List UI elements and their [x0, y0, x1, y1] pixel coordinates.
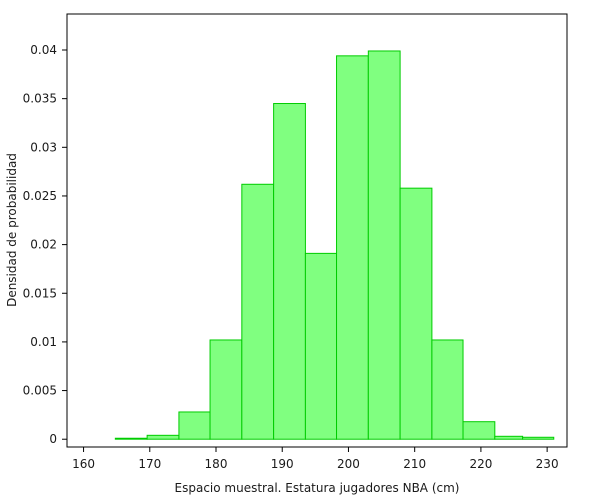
y-axis: 0 0.005 0.01 0.015 0.02 0.025 0.03 0.035 0.04: [23, 43, 67, 446]
histogram-bar-12: [462, 421, 496, 440]
histogram-bar-5: [241, 183, 275, 440]
x-tick-label: 160: [72, 457, 95, 471]
histogram-bar-4: [209, 339, 243, 440]
histogram-bar-2: [146, 434, 180, 440]
x-tick-label: 190: [271, 457, 294, 471]
y-tick-label: 0.04: [30, 43, 57, 57]
y-tick-label: 0.035: [23, 92, 57, 106]
histogram-bar-11: [431, 339, 464, 440]
y-tick-label: 0.015: [23, 286, 57, 300]
histogram-bars: [114, 50, 555, 440]
y-tick-label: 0.02: [30, 238, 57, 252]
y-tick-label: 0: [49, 432, 57, 446]
y-axis-label: Densidad de probabilidad: [5, 153, 19, 307]
histogram-bar-1: [114, 437, 148, 440]
x-tick-label: 230: [536, 457, 559, 471]
y-tick-label: 0.025: [23, 189, 57, 203]
x-tick-label: 170: [138, 457, 161, 471]
x-axis: 160 170 180 190 200 210 220 230: [72, 447, 559, 471]
histogram-bar-10: [399, 187, 433, 440]
y-tick-label: 0.03: [30, 140, 57, 154]
histogram-bar-7: [304, 252, 338, 440]
x-tick-label: 200: [337, 457, 360, 471]
histogram-bar-8: [336, 55, 369, 440]
histogram-bar-13: [494, 435, 524, 440]
histogram-bar-9: [367, 50, 401, 440]
plot-frame: [66, 13, 568, 448]
histogram-bar-14: [522, 436, 555, 440]
x-tick-label: 220: [469, 457, 492, 471]
y-tick-label: 0.005: [23, 384, 57, 398]
y-tick-label: 0.01: [30, 335, 57, 349]
histogram-bar-6: [273, 103, 306, 440]
x-tick-label: 180: [205, 457, 228, 471]
x-tick-label: 210: [403, 457, 426, 471]
histogram-bar-3: [178, 411, 211, 440]
x-axis-label: Espacio muestral. Estatura jugadores NBA…: [175, 481, 460, 495]
